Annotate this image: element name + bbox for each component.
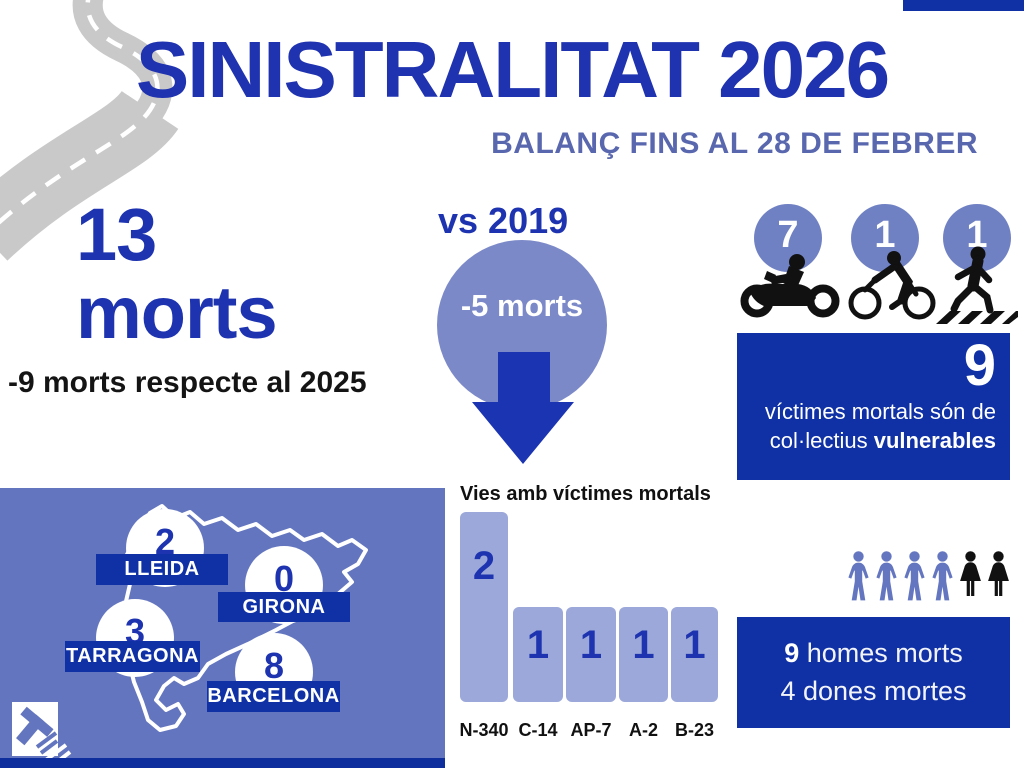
region-label-lleida: LLEIDA — [96, 554, 228, 585]
male-person-icon — [904, 551, 925, 601]
down-arrow-icon — [472, 352, 574, 464]
pedestrian-crosswalk-icon — [936, 246, 1018, 324]
region-label-girona: GIRONA — [218, 592, 350, 622]
road-center-line — [0, 0, 160, 225]
bar-label-A-2: A-2 — [628, 720, 658, 740]
gender-deaths-box: 9 homes morts 4 dones mortes — [737, 617, 1010, 728]
bar-AP-7: 1 — [566, 607, 616, 702]
male-person-icon — [932, 551, 953, 601]
male-person-icon — [848, 551, 869, 601]
subtitle: BALANÇ FINS AL 28 DE FEBRER — [491, 127, 978, 160]
bar-label-B-23: B-23 — [674, 720, 714, 740]
chart-title: Vies amb víctimes mortals — [460, 483, 711, 505]
roads-bar-chart-labels: N-340 C-14 AP-7 A-2 B-23 — [459, 720, 730, 746]
map-bottom-accent-bar — [0, 758, 445, 768]
region-label-tarragona: TARRAGONA — [65, 641, 200, 672]
top-right-accent-bar — [903, 0, 1024, 11]
transit-authority-logo — [12, 702, 72, 768]
vulnerable-text-line1: víctimes mortals són de — [764, 399, 996, 424]
comparison-2025: -9 morts respecte al 2025 — [8, 366, 367, 399]
bar-label-C-14: C-14 — [518, 720, 558, 740]
region-map-panel: 2 LLEIDA 0 GIRONA 3 TARRAGONA 8 BARCELON… — [0, 488, 445, 768]
total-deaths: 13 morts — [76, 193, 278, 354]
motorcycle-icon — [740, 254, 840, 318]
vulnerable-total-number: 9 — [963, 333, 996, 398]
region-label-barcelona: BARCELONA — [207, 681, 340, 712]
female-person-icon — [960, 551, 981, 596]
male-person-icon — [876, 551, 897, 601]
bar-label-AP-7: AP-7 — [570, 720, 612, 740]
bar-A-2: 1 — [619, 607, 668, 702]
cyclist-deaths-badge: 1 — [851, 204, 919, 272]
bar-C-14: 1 — [513, 607, 563, 702]
bar-label-N-340: N-340 — [459, 720, 509, 740]
vulnerable-total-box: 9 víctimes mortals són de col·lectius vu… — [737, 333, 1010, 480]
vs2019-delta: -5 morts — [460, 288, 584, 323]
page-title: SINISTRALITAT 2026 — [135, 25, 890, 114]
bar-B-23: 1 — [671, 607, 718, 702]
total-deaths-label: morts — [76, 271, 278, 354]
bicycle-icon — [848, 251, 936, 320]
gender-pictogram-row — [845, 551, 1012, 601]
vulnerable-text-line2: col·lectius vulnerables — [769, 428, 996, 453]
women-deaths-line: 4 dones mortes — [780, 676, 967, 706]
total-deaths-number: 13 — [76, 193, 157, 276]
motorcyclist-deaths-badge: 7 — [754, 204, 822, 272]
men-deaths-line: 9 homes morts — [784, 638, 963, 668]
bar-N-340: 2 — [460, 512, 508, 702]
vs2019-label: vs 2019 — [438, 200, 569, 241]
road-graphic — [0, 0, 179, 261]
female-person-icon — [988, 551, 1009, 596]
